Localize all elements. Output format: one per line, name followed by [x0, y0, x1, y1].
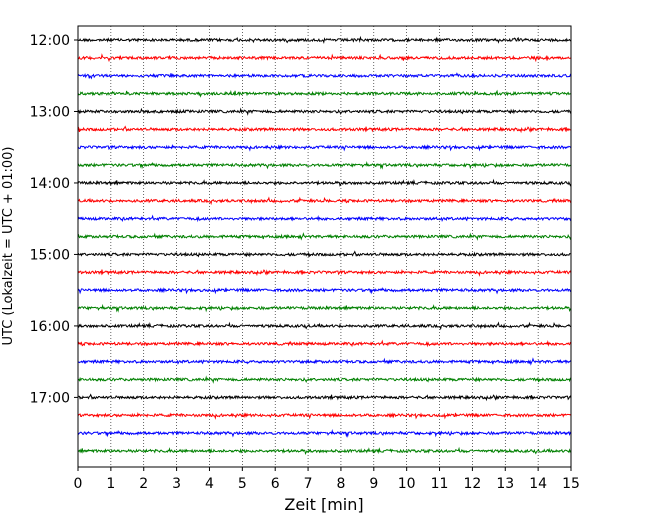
trace-line: [77, 232, 572, 241]
trace-line: [77, 321, 572, 331]
x-tick-label: 11: [431, 476, 449, 492]
plot-frame: [77, 25, 572, 468]
x-tick-label: 5: [238, 476, 247, 492]
x-axis-label: Zeit [min]: [284, 495, 363, 514]
x-tick-label: 12: [463, 476, 481, 492]
trace-line: [77, 107, 572, 116]
x-tick-label: 2: [139, 476, 148, 492]
trace-line: [77, 89, 572, 98]
x-tick-label: 13: [496, 476, 514, 492]
y-tick-label: 16:00: [30, 319, 70, 335]
trace-line: [77, 287, 572, 295]
x-tick-label: 3: [172, 476, 181, 492]
trace-line: [77, 53, 572, 63]
trace-line: [77, 196, 572, 206]
trace-line: [77, 160, 572, 170]
x-tick-label: 8: [336, 476, 345, 492]
trace-line: [77, 125, 572, 134]
x-tick-label: 4: [205, 476, 214, 492]
y-tick-label: 17:00: [30, 390, 70, 406]
x-tick-label: 15: [562, 476, 580, 492]
trace-line: [77, 339, 572, 348]
y-axis-ticks: 12:00 13:00 14:00 15:00 16:00 17:00: [30, 33, 78, 406]
y-tick-label: 12:00: [30, 33, 70, 49]
y-tick-label: 13:00: [30, 104, 70, 120]
trace-line: [77, 375, 572, 384]
trace-line: [77, 250, 572, 258]
trace-line: [77, 446, 572, 455]
x-tick-label: 6: [271, 476, 280, 492]
trace-line: [77, 393, 572, 402]
x-axis-ticks: 0 1 2 3 4 5 6 7 8 9 10 11 12 13 14 15: [74, 467, 580, 492]
x-tick-label: 0: [74, 476, 83, 492]
x-tick-label: 9: [369, 476, 378, 492]
x-tick-label: 14: [529, 476, 547, 492]
y-tick-label: 14:00: [30, 176, 70, 192]
x-tick-label: 10: [398, 476, 416, 492]
x-tick-label: 1: [106, 476, 115, 492]
y-tick-label: 15:00: [30, 247, 70, 263]
trace-line: [77, 357, 572, 366]
trace-line: [77, 143, 572, 152]
trace-line: [77, 214, 572, 223]
trace-line: [77, 303, 572, 313]
trace-line: [77, 412, 572, 420]
trace-line: [77, 72, 572, 80]
x-tick-label: 7: [304, 476, 313, 492]
trace-line: [77, 429, 572, 438]
trace-line: [77, 269, 572, 277]
trace-lines: [77, 35, 572, 455]
trace-line: [77, 178, 572, 187]
y-axis-label: UTC (Lokalzeit = UTC + 01:00): [1, 147, 16, 346]
trace-line: [77, 35, 571, 44]
